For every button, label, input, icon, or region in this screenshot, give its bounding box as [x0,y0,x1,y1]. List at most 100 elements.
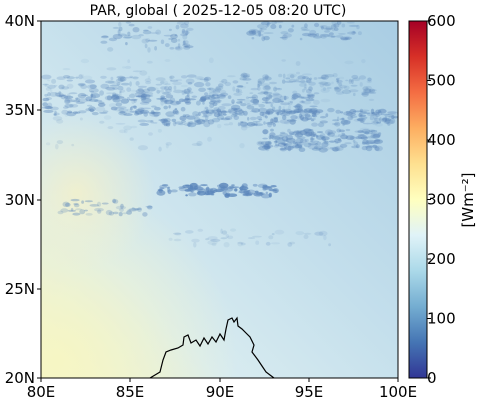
cloud-patch [46,105,51,110]
cloud-patch [251,37,255,40]
cloud-patch [146,86,156,92]
cloud-patch [78,83,86,86]
cloud-patch [170,100,180,106]
cloud-patch [257,80,262,87]
cloud-patch [175,78,183,82]
cloud-patch [216,94,226,99]
cloud-patch [119,92,122,98]
cloud-patch [248,28,259,35]
cloud-patch [362,86,369,91]
cloud-patch [78,74,83,80]
cloud-patch [198,111,201,116]
cloud-patch [304,114,313,121]
cloud-patch [304,23,308,28]
cloud-patch [205,238,210,241]
cloud-patch [360,93,369,95]
cloud-patch [165,88,173,93]
cloud-patch [112,198,117,204]
cloud-patch [44,93,49,97]
cloud-patch [116,106,127,109]
cloud-patch [205,115,209,121]
cloud-patch [101,202,109,205]
cloud-patch [262,129,269,135]
cloud-patch [327,130,337,135]
cloud-patch [323,82,332,87]
cloud-patch [306,77,312,83]
cloud-patch [220,237,228,240]
cloud-patch [292,131,302,134]
cloud-patch [185,101,192,104]
cloud-patch [145,38,151,43]
cloud-patch [348,24,359,27]
cloud-patch [333,86,340,90]
cloud-patch [210,89,217,92]
cloud-patch [281,108,286,114]
cloud-patch [246,122,256,127]
cloud-patch [63,75,71,79]
cloud-patch [160,89,164,93]
cloud-patch [115,78,124,83]
cloud-patch [127,31,131,37]
cloud-patch [137,207,142,212]
cloud-patch [353,118,364,122]
cloud-patch [312,110,321,115]
cloud-patch [77,82,86,86]
cloud-patch [245,96,250,99]
cloud-patch [152,111,161,117]
cloud-patch [387,111,398,114]
cloud-patch [110,94,120,101]
cloud-patch [258,118,263,121]
cloud-patch [363,130,373,135]
cloud-patch [260,141,271,146]
cloud-patch [309,29,317,35]
cloud-patch [296,103,301,109]
cloud-patch [315,33,320,37]
cloud-patch [178,123,185,126]
cloud-patch [265,121,275,125]
y-tick-label: 20N [5,369,35,387]
cloud-patch [331,146,341,152]
cloud-patch [250,87,259,91]
cloud-patch [55,143,59,150]
cloud-patch [131,34,142,40]
cloud-patch [237,122,241,127]
cloud-patch [66,112,77,117]
cloud-patch [106,92,115,95]
cloud-patch [365,139,376,144]
cloud-patch [85,96,93,102]
cloud-patch [324,30,330,33]
cloud-patch [311,110,317,115]
cloud-patch [198,87,207,93]
cloud-patch [334,138,342,144]
cloud-patch [267,122,272,128]
cloud-patch [88,88,99,93]
cloud-patch [58,95,62,98]
cloud-patch [208,90,217,93]
cloud-patch [299,83,307,87]
cloud-patch [230,107,238,111]
cloud-patch [280,112,291,117]
cloud-patch [183,122,193,127]
cloud-patch [106,95,112,101]
cloud-patch [137,145,148,151]
cloud-patch [335,141,339,144]
cloud-patch [372,133,381,139]
cloud-patch [357,31,362,36]
cloud-patch [287,28,294,33]
cloud-patch [315,147,319,150]
cloud-patch [310,133,317,137]
cloud-patch [351,79,354,85]
cloud-patch [272,97,282,103]
cloud-patch [122,66,126,69]
cloud-patch [361,112,371,114]
cloud-patch [247,117,250,121]
cloud-patch [138,34,144,37]
cloud-patch [196,190,207,196]
cloud-patch [90,90,94,93]
cloud-patch [236,98,246,101]
cloud-patch [57,210,64,215]
cloud-patch [286,110,293,114]
cloud-patch [265,110,274,115]
y-axis: 20N 25N 30N 35N 40N [5,12,41,387]
cloud-patch [335,91,344,95]
